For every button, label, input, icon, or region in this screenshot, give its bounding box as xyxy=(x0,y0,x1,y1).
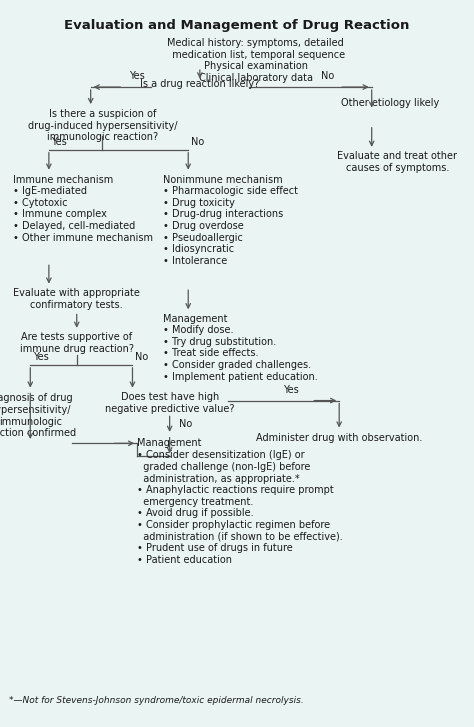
Text: Are tests supportive of
immune drug reaction?: Are tests supportive of immune drug reac… xyxy=(20,332,134,354)
Text: Yes: Yes xyxy=(51,137,67,147)
Text: Management: Management xyxy=(137,438,201,449)
Text: No: No xyxy=(135,352,148,362)
Text: Does test have high
negative predictive value?: Does test have high negative predictive … xyxy=(105,392,235,414)
Text: • Consider desensitization (IgE) or
  graded challenge (non-IgE) before
  admini: • Consider desensitization (IgE) or grad… xyxy=(137,451,343,565)
Text: Yes: Yes xyxy=(129,71,145,81)
Text: Is a drug reaction likely?: Is a drug reaction likely? xyxy=(140,79,259,89)
Text: No: No xyxy=(321,71,334,81)
Text: Diagnosis of drug
hypersensitivity/
immunologic
reaction confirmed: Diagnosis of drug hypersensitivity/ immu… xyxy=(0,393,76,438)
Text: No: No xyxy=(191,137,204,147)
Text: Evaluate with appropriate
confirmatory tests.: Evaluate with appropriate confirmatory t… xyxy=(13,288,140,310)
Text: Nonimmune mechanism
• Pharmacologic side effect
• Drug toxicity
• Drug-drug inte: Nonimmune mechanism • Pharmacologic side… xyxy=(163,174,298,266)
Text: Administer drug with observation.: Administer drug with observation. xyxy=(256,433,422,443)
Text: Evaluate and treat other
causes of symptoms.: Evaluate and treat other causes of sympt… xyxy=(337,151,457,173)
Text: *—Not for Stevens-Johnson syndrome/toxic epidermal necrolysis.: *—Not for Stevens-Johnson syndrome/toxic… xyxy=(9,696,304,705)
Text: Yes: Yes xyxy=(33,352,48,362)
Text: No: No xyxy=(179,419,192,429)
Text: Is there a suspicion of
drug-induced hypersensitivity/
immunologic reaction?: Is there a suspicion of drug-induced hyp… xyxy=(27,109,177,142)
Text: Medical history: symptoms, detailed
  medication list, temporal sequence
Physica: Medical history: symptoms, detailed medi… xyxy=(166,38,345,83)
Text: Yes: Yes xyxy=(283,385,298,395)
Text: Other etiology likely: Other etiology likely xyxy=(341,98,439,108)
Text: Immune mechanism
• IgE-mediated
• Cytotoxic
• Immune complex
• Delayed, cell-med: Immune mechanism • IgE-mediated • Cytoto… xyxy=(13,174,153,243)
Text: Management
• Modify dose.
• Try drug substitution.
• Treat side effects.
• Consi: Management • Modify dose. • Try drug sub… xyxy=(163,313,318,382)
Text: Evaluation and Management of Drug Reaction: Evaluation and Management of Drug Reacti… xyxy=(64,20,410,33)
